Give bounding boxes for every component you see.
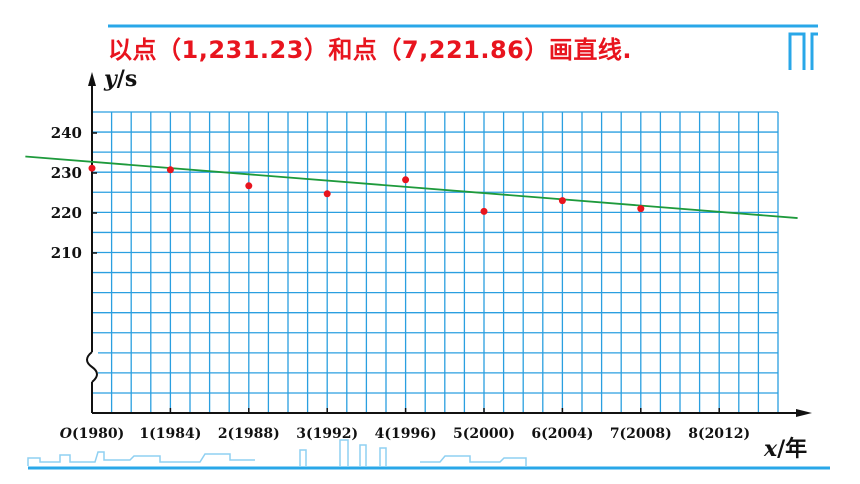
x-tick-label: 1(1984) bbox=[139, 426, 201, 442]
y-tick-label: 240 bbox=[51, 124, 82, 142]
data-point bbox=[402, 176, 410, 184]
y-axis-break bbox=[86, 351, 98, 383]
y-axis-arrow bbox=[88, 72, 96, 86]
x-tick-year: (1980) bbox=[72, 426, 124, 442]
x-axis-arrow bbox=[796, 409, 812, 417]
x-tick-label: O(1980) bbox=[60, 426, 124, 442]
slide-title: 以点（1,231.23）和点（7,221.86）画直线. bbox=[108, 36, 632, 64]
data-point bbox=[166, 166, 174, 174]
data-point bbox=[480, 207, 488, 215]
x-tick-origin: O bbox=[60, 426, 73, 442]
x-tick-label: 3(1992) bbox=[296, 426, 358, 442]
y-tick-labels: 240 230 220 210 bbox=[51, 124, 97, 262]
x-tick-label: 2(1988) bbox=[218, 426, 280, 442]
x-axis-label: x/年 bbox=[763, 436, 807, 462]
data-point bbox=[323, 190, 331, 198]
x-tick-labels: O(1980) 1(1984) 2(1988) 3(1992) 4(1996) 5(200… bbox=[60, 408, 750, 442]
y-tick-label: 220 bbox=[51, 204, 82, 222]
fit-line bbox=[25, 155, 798, 219]
y-axis-label: y/s bbox=[103, 66, 137, 92]
x-tick-label: 6(2004) bbox=[531, 426, 593, 442]
data-point bbox=[558, 197, 566, 205]
fit-line-group bbox=[25, 155, 798, 219]
grid bbox=[91, 111, 779, 414]
x-tick-label: 8(2012) bbox=[688, 426, 750, 442]
data-point bbox=[637, 205, 645, 213]
y-tick-label: 230 bbox=[51, 164, 82, 182]
decor-top-right bbox=[108, 24, 818, 70]
decor-bottom-skyline bbox=[27, 439, 527, 466]
x-tick-label: 5(2000) bbox=[453, 426, 515, 442]
x-tick-label: 4(1996) bbox=[375, 426, 437, 442]
x-tick-label: 7(2008) bbox=[610, 426, 672, 442]
data-point bbox=[245, 182, 253, 190]
data-points bbox=[88, 164, 645, 215]
axes bbox=[86, 72, 812, 417]
y-tick-label: 210 bbox=[51, 244, 82, 262]
data-point bbox=[88, 164, 96, 172]
